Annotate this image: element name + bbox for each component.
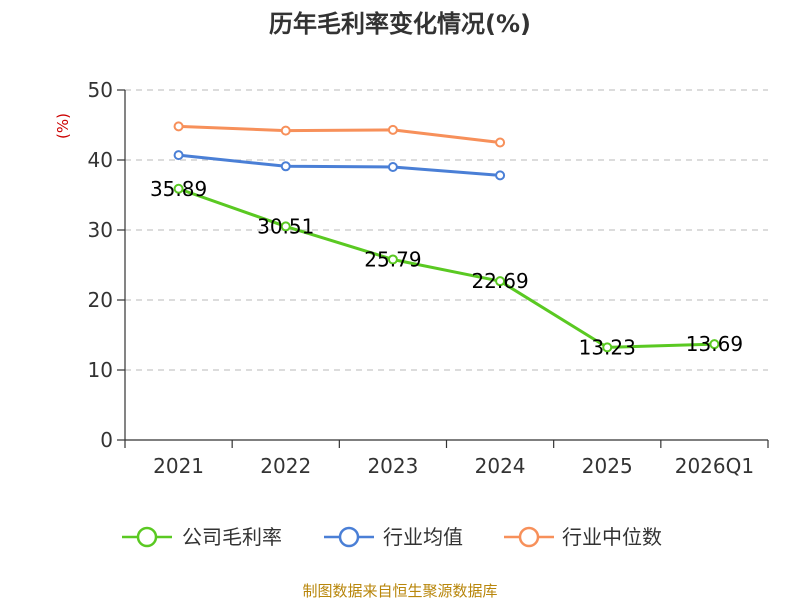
source-note: 制图数据来自恒生聚源数据库 xyxy=(302,582,497,600)
data-point[interactable] xyxy=(709,339,720,350)
data-point[interactable] xyxy=(495,170,506,181)
legend-marker xyxy=(518,526,540,548)
x-tick-label: 2023 xyxy=(367,454,418,478)
data-point[interactable] xyxy=(173,150,184,161)
x-tick-label: 2024 xyxy=(475,454,526,478)
legend[interactable]: 公司毛利率 行业均值 行业中位数 xyxy=(122,525,662,549)
data-point[interactable] xyxy=(280,125,291,136)
data-point[interactable] xyxy=(280,161,291,172)
y-tick-label: 40 xyxy=(88,148,113,172)
y-tick-label: 0 xyxy=(100,428,113,452)
data-point[interactable] xyxy=(495,276,506,287)
data-point[interactable] xyxy=(173,121,184,132)
data-point[interactable] xyxy=(173,183,184,194)
y-tick-label: 20 xyxy=(88,288,113,312)
series-line-行业均值 xyxy=(178,153,501,177)
y-tick-label: 50 xyxy=(88,78,113,102)
data-labels: 35.89 30.51 25.79 22.69 13.23 13.69 xyxy=(150,177,743,360)
x-tick-label: 2025 xyxy=(582,454,633,478)
legend-item[interactable]: 行业中位数 xyxy=(504,525,662,549)
x-tick-label: 2026Q1 xyxy=(675,454,754,478)
data-label: 13.23 xyxy=(579,335,636,359)
data-label: 25.79 xyxy=(364,247,421,271)
data-point[interactable] xyxy=(602,342,613,353)
x-tick-label: 2021 xyxy=(153,454,204,478)
legend-item[interactable]: 公司毛利率 xyxy=(122,525,282,549)
legend-label: 行业中位数 xyxy=(562,525,662,549)
axes: 0 10 20 30 40 50 2021 2022 2023 2024 2025 2026Q1 xyxy=(88,78,769,478)
data-label: 30.51 xyxy=(257,214,314,238)
series-line-行业中位数 xyxy=(178,124,501,144)
data-label: 35.89 xyxy=(150,177,207,201)
y-tick-label: 10 xyxy=(88,358,113,382)
data-point[interactable] xyxy=(495,137,506,148)
data-point[interactable] xyxy=(280,221,291,232)
grid-lines xyxy=(125,89,768,371)
data-label: 22.69 xyxy=(471,269,528,293)
legend-marker xyxy=(338,526,360,548)
chart-title: 历年毛利率变化情况(%) xyxy=(269,10,531,38)
data-label: 13.69 xyxy=(686,332,743,356)
y-tick-label: 30 xyxy=(88,218,113,242)
x-tick-label: 2022 xyxy=(260,454,311,478)
series-group xyxy=(173,121,720,353)
legend-item[interactable]: 行业均值 xyxy=(324,525,463,549)
legend-label: 行业均值 xyxy=(383,525,463,549)
data-point[interactable] xyxy=(387,162,398,172)
legend-label: 公司毛利率 xyxy=(182,525,282,549)
data-point[interactable] xyxy=(387,124,398,135)
data-point[interactable] xyxy=(387,254,398,265)
y-axis-label: (%) xyxy=(54,113,72,139)
series-line-公司毛利率 xyxy=(178,187,715,349)
legend-marker xyxy=(136,526,158,548)
